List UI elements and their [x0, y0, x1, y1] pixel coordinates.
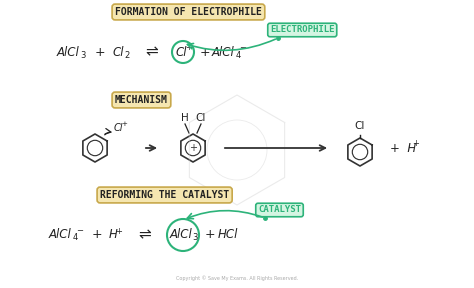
- Text: +: +: [116, 226, 122, 236]
- Text: MECHANISM: MECHANISM: [115, 95, 168, 105]
- Text: ELECTROPHILE: ELECTROPHILE: [270, 26, 335, 35]
- Text: 3: 3: [80, 50, 86, 60]
- Text: +: +: [205, 228, 215, 242]
- Text: 2: 2: [124, 50, 129, 60]
- Text: Cl: Cl: [355, 121, 365, 131]
- Text: 4: 4: [73, 234, 78, 242]
- Text: ⇌: ⇌: [138, 228, 151, 242]
- Text: Copyright © Save My Exams. All Rights Reserved.: Copyright © Save My Exams. All Rights Re…: [176, 275, 298, 281]
- Text: AlCl: AlCl: [56, 46, 79, 58]
- Text: HCl: HCl: [218, 228, 238, 242]
- Text: +: +: [185, 43, 192, 52]
- Text: Cl: Cl: [113, 123, 123, 133]
- Text: Cl: Cl: [196, 113, 206, 123]
- Text: ⇌: ⇌: [146, 45, 158, 60]
- Text: +: +: [95, 46, 105, 58]
- Text: +: +: [91, 228, 102, 242]
- Text: 3: 3: [192, 234, 198, 242]
- Text: H: H: [109, 228, 118, 242]
- Text: −: −: [76, 226, 83, 236]
- Text: FORMATION OF ELECTROPHILE: FORMATION OF ELECTROPHILE: [115, 7, 262, 17]
- Text: +: +: [189, 143, 197, 153]
- Text: AlCl: AlCl: [170, 228, 192, 242]
- Text: −: −: [239, 43, 246, 52]
- Text: +: +: [121, 121, 127, 127]
- Text: 4: 4: [236, 50, 241, 60]
- Text: H: H: [181, 113, 189, 123]
- Text: REFORMING THE CATALYST: REFORMING THE CATALYST: [100, 190, 229, 200]
- Text: +: +: [200, 46, 210, 58]
- Text: AlCl: AlCl: [211, 46, 234, 58]
- Text: +: +: [412, 139, 419, 149]
- Text: +  H: + H: [390, 141, 416, 154]
- Text: Cl: Cl: [175, 46, 187, 58]
- Text: AlCl: AlCl: [49, 228, 72, 242]
- Text: CATALYST: CATALYST: [258, 206, 301, 215]
- Text: Cl: Cl: [112, 46, 124, 58]
